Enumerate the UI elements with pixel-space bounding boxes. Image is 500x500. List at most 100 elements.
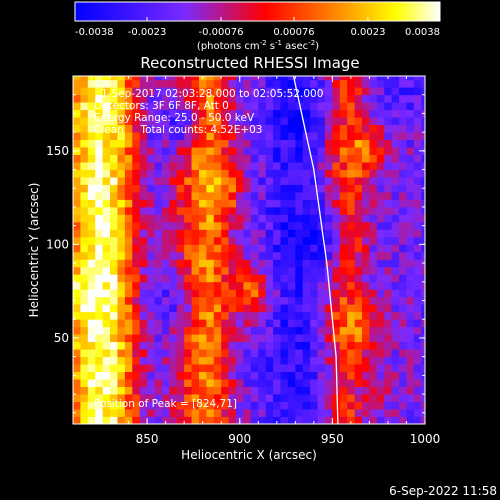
- heatmap-cell: [206, 371, 215, 380]
- heatmap-cell: [332, 124, 341, 133]
- heatmap-cell: [413, 326, 422, 335]
- heatmap-cell: [287, 109, 296, 118]
- heatmap-cell: [213, 76, 222, 81]
- heatmap-cell: [110, 147, 118, 155]
- heatmap-cell: [228, 229, 237, 238]
- heatmap-cell: [265, 386, 274, 395]
- heatmap-cell: [280, 326, 289, 335]
- heatmap-cell: [369, 371, 378, 380]
- heatmap-cell: [102, 162, 111, 170]
- heatmap-cell: [287, 221, 296, 230]
- heatmap-cell: [332, 214, 341, 223]
- heatmap-cell: [95, 169, 104, 178]
- heatmap-cell: [213, 117, 222, 126]
- heatmap-cell: [384, 371, 393, 380]
- heatmap-cell: [161, 266, 170, 275]
- heatmap-cell: [213, 94, 222, 103]
- heatmap-cell: [250, 341, 259, 350]
- heatmap-cell: [421, 132, 425, 141]
- heatmap-cell: [198, 162, 207, 170]
- heatmap-cell: [221, 259, 230, 268]
- heatmap-cell: [399, 319, 407, 328]
- heatmap-cell: [250, 206, 259, 215]
- heatmap-cell: [347, 319, 355, 328]
- heatmap-cell: [324, 266, 333, 275]
- heatmap-cell: [147, 132, 155, 141]
- heatmap-cell: [243, 244, 252, 253]
- heatmap-cell: [362, 289, 370, 298]
- heatmap-cell: [362, 341, 370, 350]
- heatmap-cell: [221, 334, 230, 343]
- heatmap-cell: [302, 379, 311, 387]
- heatmap-cell: [362, 177, 370, 185]
- heatmap-cell: [206, 244, 215, 253]
- heatmap-cell: [80, 117, 89, 126]
- heatmap-cell: [324, 371, 333, 380]
- info-clean-counts: Clean Total counts: 4.52E+03: [94, 124, 263, 136]
- heatmap-cell: [198, 199, 207, 208]
- heatmap-cell: [147, 154, 155, 163]
- heatmap-cell: [265, 274, 274, 283]
- heatmap-cell: [250, 229, 259, 238]
- heatmap-cell: [73, 416, 81, 424]
- heatmap-cell: [154, 259, 163, 268]
- heatmap-cell: [287, 94, 296, 103]
- heatmap-cell: [236, 184, 244, 193]
- heatmap-cell: [310, 334, 318, 343]
- heatmap-cell: [332, 177, 341, 185]
- heatmap-cell: [206, 311, 215, 320]
- heatmap-cell: [406, 154, 415, 163]
- heatmap-cell: [169, 409, 178, 417]
- heatmap-cell: [391, 184, 400, 193]
- heatmap-cell: [421, 416, 425, 424]
- heatmap-cell: [362, 169, 370, 178]
- heatmap-cell: [139, 251, 148, 260]
- heatmap-cell: [206, 154, 215, 163]
- heatmap-cell: [399, 244, 407, 253]
- heatmap-cell: [317, 364, 326, 373]
- heatmap-cell: [317, 289, 326, 298]
- heatmap-cell: [258, 124, 267, 133]
- heatmap-cell: [228, 259, 237, 268]
- heatmap-cell: [117, 132, 126, 141]
- heatmap-cell: [117, 102, 126, 111]
- heatmap-cell: [95, 214, 104, 223]
- heatmap-cell: [406, 124, 415, 133]
- heatmap-cell: [413, 266, 422, 275]
- heatmap-cell: [206, 76, 215, 81]
- heatmap-cell: [139, 214, 148, 223]
- heatmap-cell: [184, 259, 192, 268]
- heatmap-cell: [228, 349, 237, 358]
- heatmap-cell: [124, 304, 133, 313]
- heatmap-cell: [95, 192, 104, 200]
- heatmap-cell: [406, 244, 415, 253]
- heatmap-cell: [339, 206, 348, 215]
- heatmap-cell: [80, 132, 89, 141]
- heatmap-cell: [154, 206, 163, 215]
- heatmap-cell: [139, 326, 148, 335]
- heatmap-cell: [191, 87, 200, 96]
- heatmap-cell: [184, 379, 192, 387]
- heatmap-cell: [362, 251, 370, 260]
- heatmap-cell: [110, 236, 118, 245]
- heatmap-cell: [73, 304, 81, 313]
- heatmap-cell: [206, 221, 215, 230]
- heatmap-cell: [302, 274, 311, 283]
- heatmap-cell: [391, 79, 400, 88]
- heatmap-cell: [73, 311, 81, 320]
- heatmap-cell: [295, 349, 304, 358]
- heatmap-cell: [273, 87, 281, 96]
- heatmap-cell: [273, 79, 281, 88]
- heatmap-cell: [250, 386, 259, 395]
- heatmap-cell: [176, 109, 185, 118]
- heatmap-cell: [124, 87, 133, 96]
- heatmap-cell: [102, 199, 111, 208]
- heatmap-cell: [87, 177, 96, 185]
- heatmap-cell: [406, 259, 415, 268]
- heatmap-cell: [421, 79, 425, 88]
- heatmap-cell: [310, 199, 318, 208]
- heatmap-cell: [310, 87, 318, 96]
- heatmap-cell: [236, 296, 244, 305]
- heatmap-cell: [176, 304, 185, 313]
- heatmap-cell: [117, 109, 126, 118]
